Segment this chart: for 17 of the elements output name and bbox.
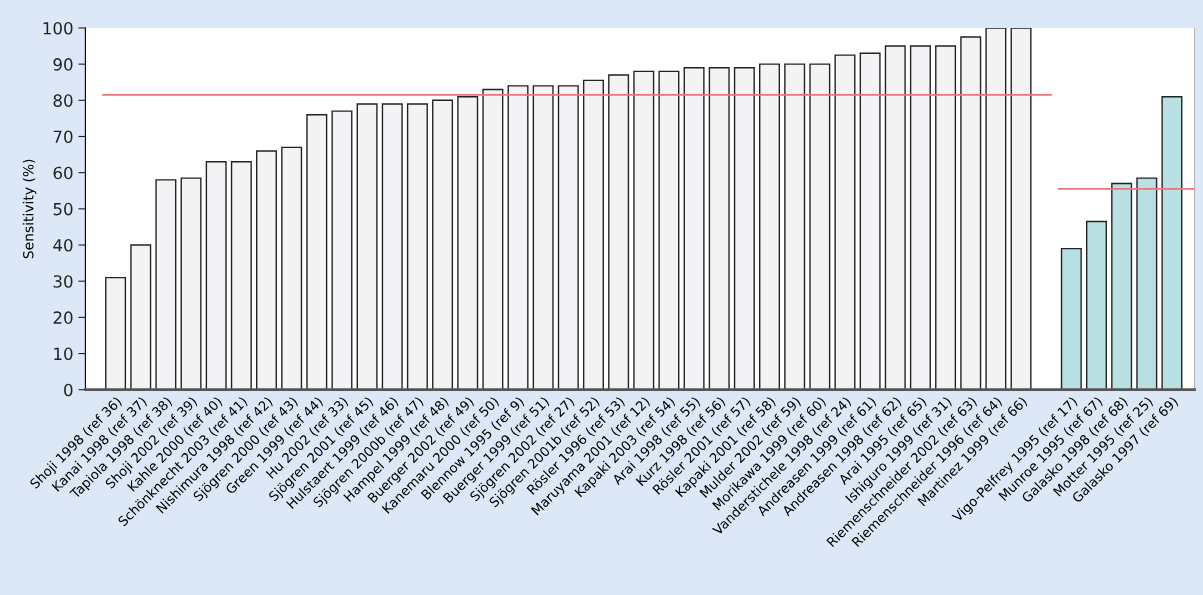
y-tick-label: 60 bbox=[53, 166, 73, 180]
y-tick-label: 10 bbox=[54, 347, 73, 361]
y-tick-label: 80 bbox=[53, 94, 73, 107]
bar bbox=[1060, 247, 1082, 390]
y-tick-label: 30 bbox=[53, 275, 73, 288]
y-tick-label: 50 bbox=[53, 202, 73, 216]
y-tick-label: 90 bbox=[53, 58, 73, 71]
bar bbox=[1085, 220, 1107, 390]
bar bbox=[1161, 96, 1183, 390]
y-axis-title: Sensitivity (%) bbox=[22, 159, 37, 259]
y-tick-label: 70 bbox=[53, 130, 73, 144]
bar bbox=[1111, 182, 1133, 390]
y-tick-label: 40 bbox=[53, 238, 73, 252]
y-tick-label: 0 bbox=[64, 383, 73, 397]
y-tick-label: 20 bbox=[53, 311, 73, 324]
y-tick-label: 100 bbox=[43, 21, 73, 35]
bar bbox=[1136, 177, 1158, 390]
